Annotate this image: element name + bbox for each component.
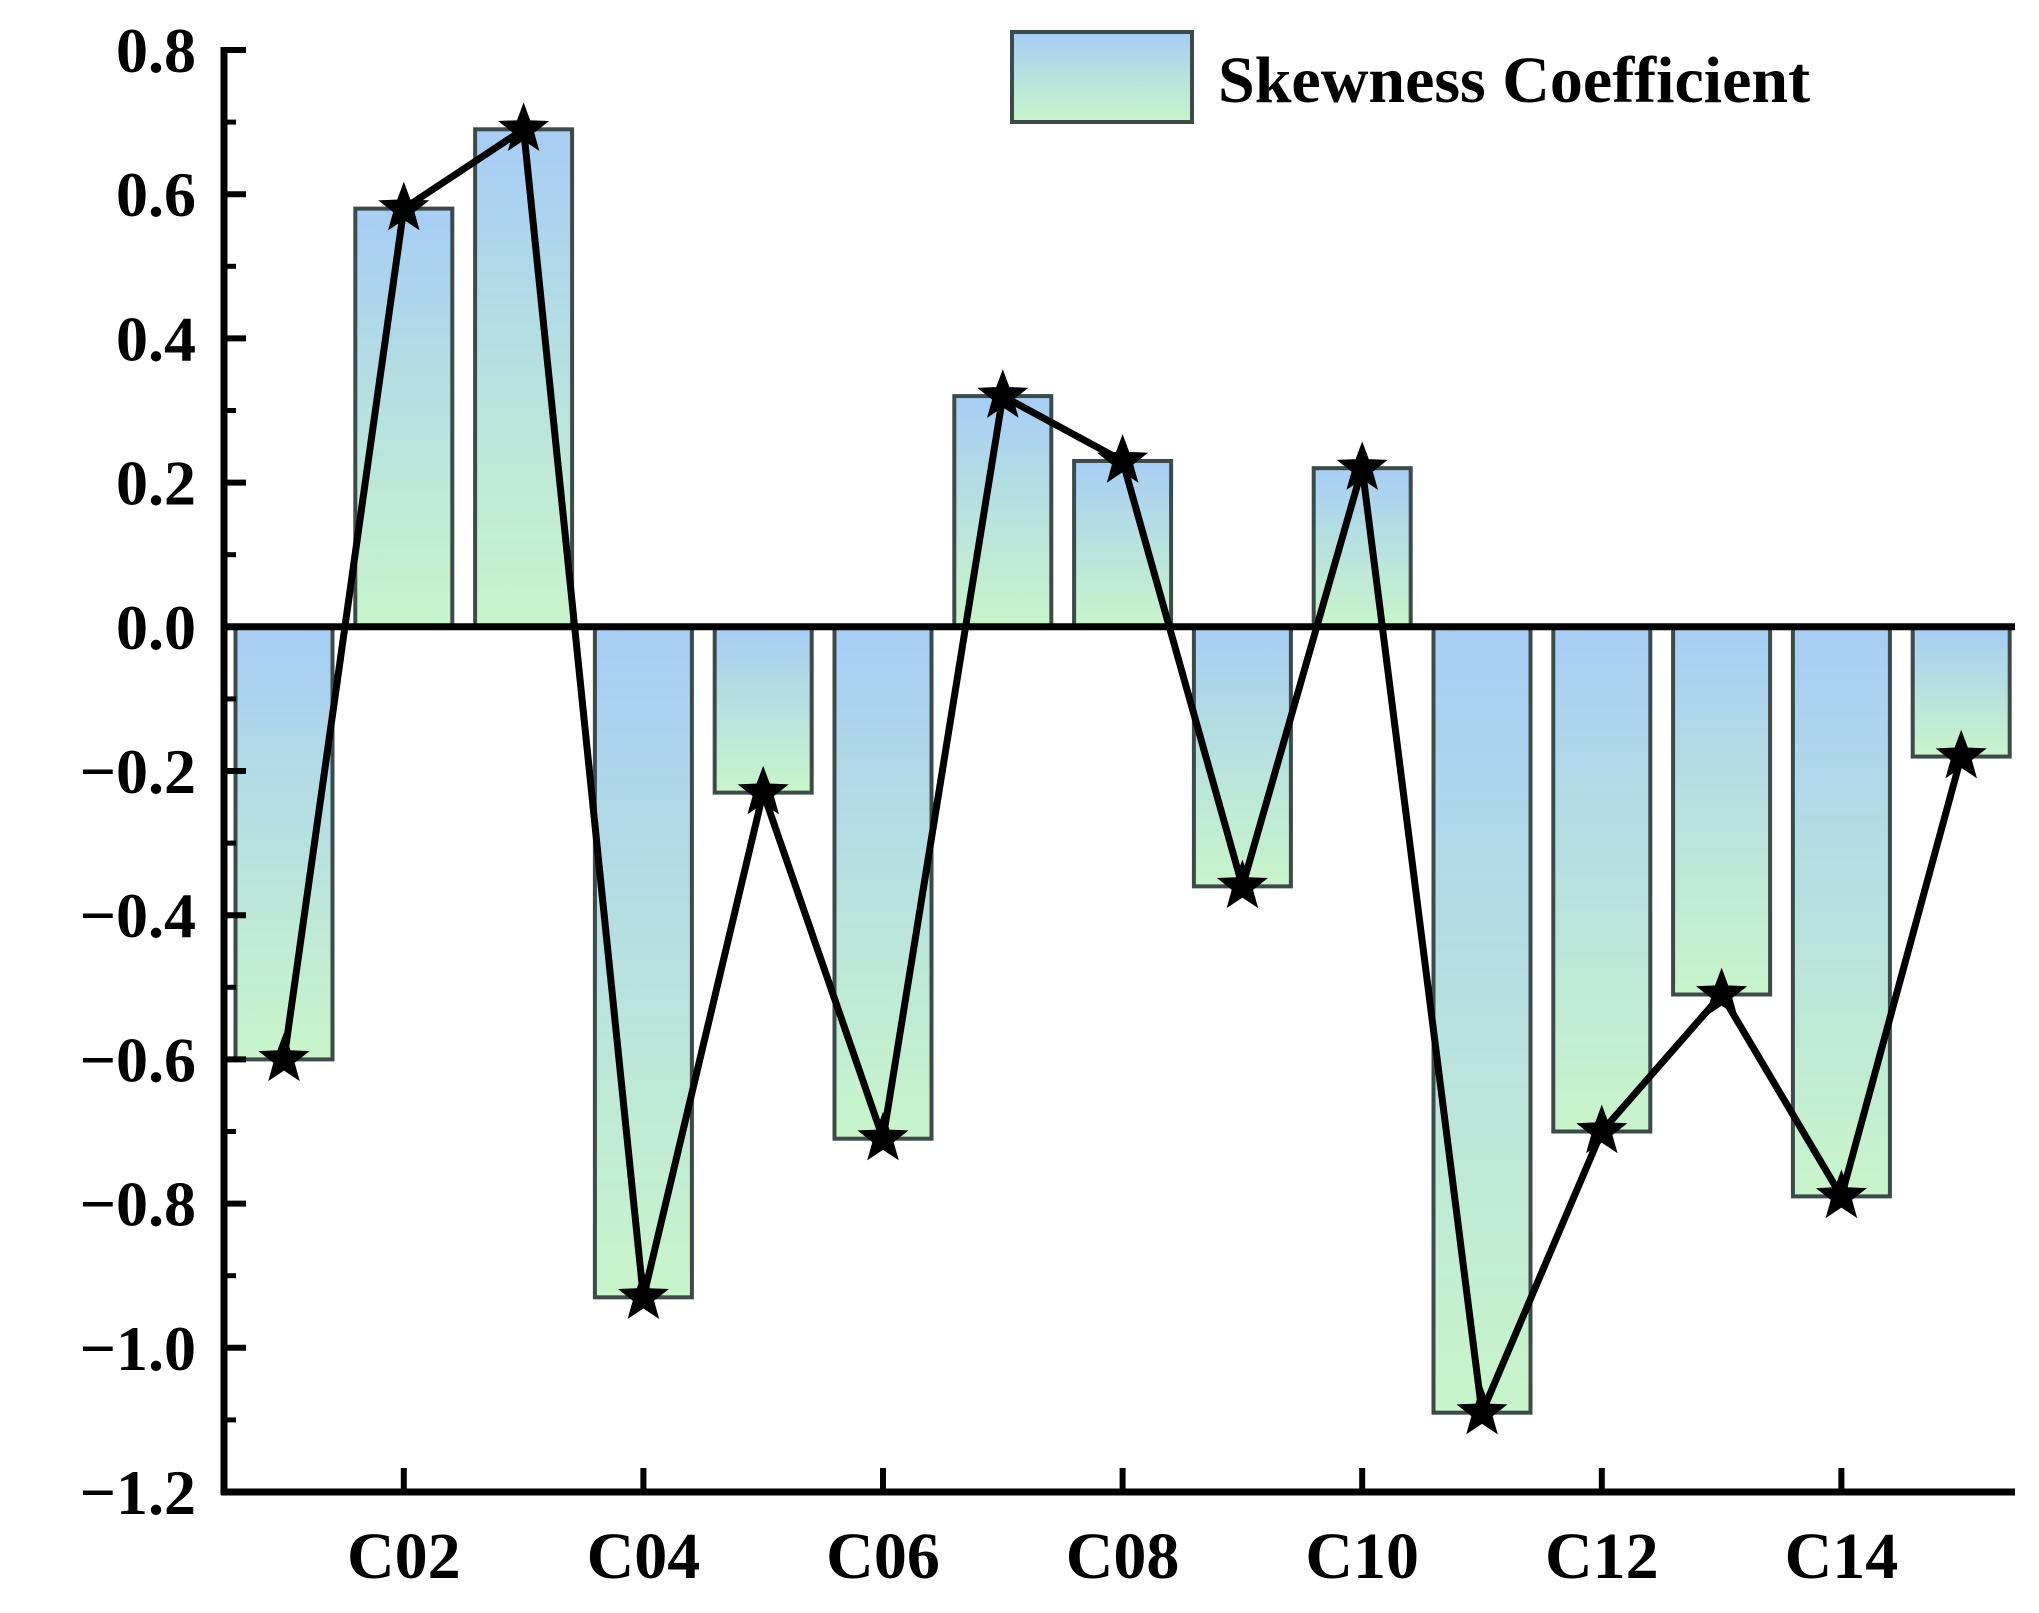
star-marker-c02 bbox=[378, 181, 430, 231]
legend: Skewness Coefficient bbox=[1010, 30, 1810, 124]
y-tick-label: 0.0 bbox=[116, 592, 196, 663]
axes-layer: 0.8 0.6 0.4 0.2 0.0 −0.2 −0.4 −0.6 −0.8 −1.0 −1.2 C… bbox=[80, 15, 2015, 1593]
star-marker-c13 bbox=[1696, 967, 1748, 1017]
bar-c06 bbox=[832, 624, 934, 1141]
star-marker-c12 bbox=[1576, 1104, 1628, 1154]
y-tick-label: 0.4 bbox=[116, 303, 196, 374]
y-tick-label: −0.2 bbox=[80, 736, 196, 807]
bar-c11 bbox=[1431, 624, 1533, 1415]
y-tick-label: 0.2 bbox=[116, 448, 196, 519]
star-marker-c04 bbox=[617, 1270, 669, 1320]
star-marker-c11 bbox=[1456, 1385, 1508, 1435]
x-tick-label-c04: C04 bbox=[587, 1520, 701, 1593]
star-marker-c05 bbox=[737, 765, 789, 815]
star-marker-c01 bbox=[258, 1032, 310, 1082]
star-marker-c06 bbox=[857, 1111, 909, 1161]
legend-label: Skewness Coefficient bbox=[1218, 44, 1810, 117]
bar-c03 bbox=[473, 127, 575, 629]
x-tick-label-c02: C02 bbox=[347, 1520, 461, 1593]
bar-c08 bbox=[1072, 458, 1174, 629]
star-marker-c14 bbox=[1815, 1169, 1867, 1219]
bar-c14 bbox=[1790, 624, 1892, 1199]
y-tick-label: −0.4 bbox=[80, 880, 196, 951]
star-marker-c07 bbox=[977, 369, 1029, 418]
y-tick-label: −1.2 bbox=[80, 1457, 196, 1528]
x-tick-label-c06: C06 bbox=[826, 1520, 940, 1593]
star-marker-c10 bbox=[1336, 441, 1388, 490]
star-marker-c09 bbox=[1216, 859, 1268, 909]
star-marker-c15 bbox=[1935, 729, 1987, 779]
star-marker-c08 bbox=[1097, 434, 1149, 483]
x-tick-label-c12: C12 bbox=[1545, 1520, 1659, 1593]
y-tick-label: −0.8 bbox=[80, 1169, 196, 1240]
x-tick-label-c10: C10 bbox=[1305, 1520, 1419, 1593]
legend-swatch bbox=[1010, 30, 1194, 124]
y-tick-label: 0.6 bbox=[116, 159, 196, 230]
bar-c12 bbox=[1551, 624, 1653, 1134]
star-marker-c03 bbox=[498, 102, 550, 152]
y-tick-label: −0.6 bbox=[80, 1024, 196, 1095]
x-tick-label-c14: C14 bbox=[1785, 1520, 1899, 1593]
y-tick-label: −1.0 bbox=[80, 1313, 196, 1384]
line-layer bbox=[258, 102, 1987, 1435]
bars-layer bbox=[233, 127, 2012, 1415]
y-tick-label: 0.8 bbox=[116, 15, 196, 86]
bar-c13 bbox=[1671, 624, 1773, 997]
bar-c02 bbox=[353, 206, 455, 629]
x-tick-label-c08: C08 bbox=[1066, 1520, 1180, 1593]
